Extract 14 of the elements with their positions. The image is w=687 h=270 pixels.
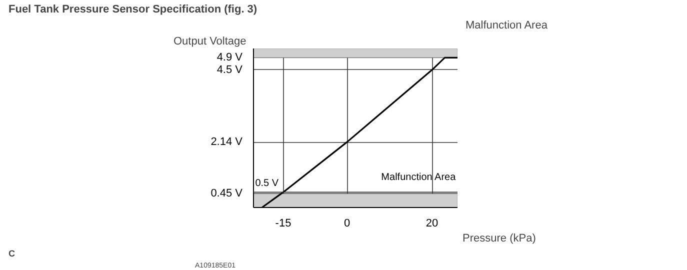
x-axis-title: Pressure (kPa): [462, 232, 536, 244]
x-tick-label: 20: [426, 218, 438, 230]
band-label: Malfunction Area: [466, 20, 548, 32]
y-axis-title: Output Voltage: [174, 36, 246, 48]
y-tick-label: 2.14 V: [210, 136, 244, 148]
y-tick-label: 4.9 V: [216, 52, 244, 64]
x-tick-label: 0: [344, 218, 350, 230]
text: C: [8, 248, 16, 258]
x-tick-label: -15: [275, 218, 292, 230]
y-tick-label: 4.5 V: [216, 64, 244, 76]
text: Fuel Tank Pressure Sensor Specification (fig. 3): [8, 4, 258, 16]
band-label: Malfunction Area: [381, 172, 456, 184]
y-tick-label: 0.45 V: [210, 188, 244, 200]
ref-line-label: 0.5 V: [255, 178, 279, 190]
